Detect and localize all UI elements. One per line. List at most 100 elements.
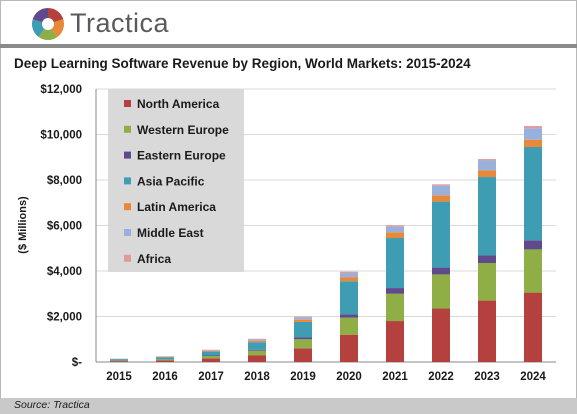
bar-2022-latin-america — [432, 195, 450, 202]
x-tick-label: 2018 — [244, 371, 270, 383]
bar-2021-africa — [386, 225, 404, 227]
x-tick-label: 2023 — [474, 371, 500, 383]
bar-2024-eastern-europe — [524, 240, 542, 250]
bar-2024-latin-america — [524, 139, 542, 148]
tractica-logo-icon — [31, 7, 65, 41]
bar-2022-eastern-europe — [432, 267, 450, 275]
bar-2021-middle-east — [386, 226, 404, 233]
bar-2018-eastern-europe — [248, 349, 266, 351]
bar-2015-north-america — [110, 361, 128, 362]
bar-2019-latin-america — [294, 319, 312, 322]
bar-2021-eastern-europe — [386, 288, 404, 294]
bars — [110, 126, 542, 362]
y-tick-label: $12,000 — [40, 84, 82, 96]
bar-2023-africa — [478, 159, 496, 161]
bar-2016-asia-pacific — [156, 357, 174, 360]
y-tick-label: $- — [72, 357, 82, 369]
bar-2019-asia-pacific — [294, 321, 312, 338]
bar-2021-asia-pacific — [386, 238, 404, 289]
legend-entry: North America — [137, 97, 220, 111]
y-axis-ticks: $- $2,000 $4,000 $6,000 $8,000 $10,000 $12,000 — [40, 84, 82, 369]
y-tick-label: $4,000 — [47, 266, 82, 278]
bar-2020-eastern-europe — [340, 314, 358, 318]
bar-2018-north-america — [248, 355, 266, 362]
bar-2023-asia-pacific — [478, 177, 496, 256]
bar-2020-western-europe — [340, 317, 358, 335]
bar-2016-north-america — [156, 360, 174, 362]
legend-entry: Middle East — [137, 226, 204, 240]
y-tick-label: $6,000 — [47, 221, 82, 233]
bar-2020-middle-east — [340, 273, 358, 278]
source-text: Source: Tractica — [14, 399, 90, 411]
bar-2021-latin-america — [386, 232, 404, 239]
header-divider — [0, 44, 577, 48]
bar-2023-eastern-europe — [478, 255, 496, 264]
bar-2015-asia-pacific — [110, 359, 128, 361]
bar-2022-western-europe — [432, 274, 450, 309]
bar-2023-middle-east — [478, 160, 496, 171]
bar-2017-western-europe — [202, 356, 220, 359]
legend-swatch — [124, 177, 131, 185]
bar-2023-latin-america — [478, 170, 496, 178]
x-tick-label: 2017 — [198, 371, 224, 383]
bar-2019-africa — [294, 316, 312, 318]
bar-2023-north-america — [478, 300, 496, 362]
y-tick-label: $2,000 — [47, 312, 82, 324]
legend-entry: Eastern Europe — [137, 149, 226, 163]
x-tick-label: 2015 — [106, 371, 132, 383]
bar-2019-western-europe — [294, 339, 312, 349]
legend-swatch — [124, 151, 131, 159]
legend-entry: Asia Pacific — [137, 174, 205, 188]
stacked-bar-chart: $- $2,000 $4,000 $6,000 $8,000 $10,000 $12,000… — [17, 84, 556, 383]
legend-swatch — [124, 254, 131, 262]
bar-2024-western-europe — [524, 249, 542, 293]
bar-2020-north-america — [340, 334, 358, 362]
x-tick-label: 2020 — [336, 371, 362, 383]
source-bar: Source: Tractica — [0, 398, 577, 414]
y-tick-label: $10,000 — [40, 130, 82, 142]
bar-2017-eastern-europe — [202, 355, 220, 357]
y-axis-label: ($ Millions) — [17, 196, 29, 254]
legend-entry: Latin America — [137, 200, 216, 214]
legend-entry: Western Europe — [137, 123, 229, 137]
bar-2020-asia-pacific — [340, 281, 358, 315]
bar-2017-latin-america — [202, 350, 220, 352]
bar-2019-eastern-europe — [294, 337, 312, 340]
x-tick-label: 2022 — [428, 371, 454, 383]
legend-swatch — [124, 125, 131, 133]
legend-swatch — [124, 100, 131, 107]
bar-2024-asia-pacific — [524, 147, 542, 241]
bar-2018-middle-east — [248, 339, 266, 341]
bar-2018-latin-america — [248, 340, 266, 343]
bar-2024-north-america — [524, 292, 542, 362]
bar-2021-north-america — [386, 321, 404, 362]
bar-2022-africa — [432, 184, 450, 186]
y-tick-label: $8,000 — [47, 175, 82, 187]
brand-name: Tractica — [70, 8, 170, 38]
x-tick-label: 2016 — [152, 371, 178, 383]
bar-2023-western-europe — [478, 263, 496, 301]
chart-title: Deep Learning Software Revenue by Region… — [14, 56, 471, 71]
bar-2016-western-europe — [156, 359, 174, 361]
bar-2019-middle-east — [294, 317, 312, 320]
bar-2019-north-america — [294, 348, 312, 362]
bar-2022-middle-east — [432, 185, 450, 196]
bar-2018-asia-pacific — [248, 342, 266, 350]
legend-swatch — [124, 229, 131, 236]
legend-entry: Africa — [137, 252, 171, 266]
legend-swatch — [124, 203, 131, 211]
bar-2024-middle-east — [524, 128, 542, 140]
legend: North America Western Europe Eastern Europ… — [108, 89, 244, 272]
bar-2017-asia-pacific — [202, 351, 220, 356]
bar-2024-africa — [524, 126, 542, 129]
bar-2020-latin-america — [340, 277, 358, 282]
x-tick-label: 2024 — [520, 371, 546, 383]
x-axis-ticks: 2015 2016 2017 2018 2019 2020 2021 2022 2023 2024 — [106, 371, 546, 383]
bar-2017-middle-east — [202, 349, 220, 351]
bar-2022-asia-pacific — [432, 201, 450, 268]
x-tick-label: 2019 — [290, 371, 316, 383]
bar-2022-north-america — [432, 308, 450, 362]
bar-2021-western-europe — [386, 293, 404, 322]
bar-2020-africa — [340, 271, 358, 274]
bar-2017-north-america — [202, 358, 220, 362]
